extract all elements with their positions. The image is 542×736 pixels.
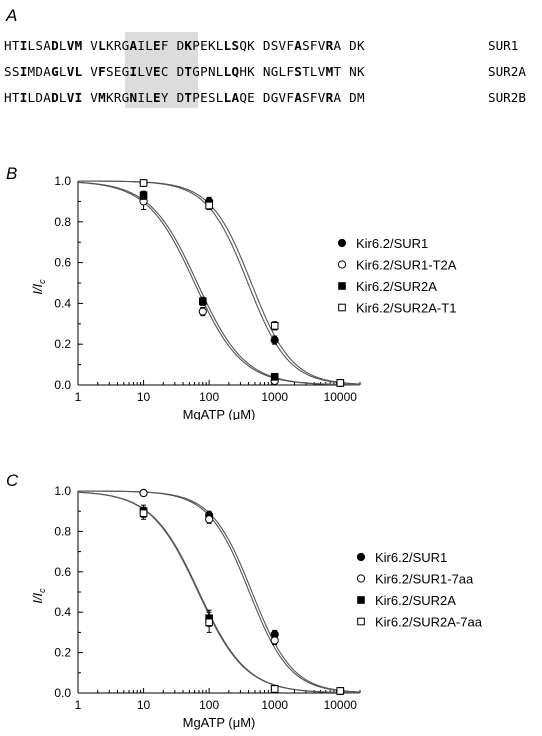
sequence-line-sur1: HTILSADLVM VLKRGAILEF DKPEKLLSQK DSVFASF… [4, 38, 365, 53]
fit-curve [77, 491, 361, 694]
fit-curve [77, 491, 361, 694]
legend-label: Kir6.2/SUR2A-T1 [356, 301, 456, 316]
fit-curve [78, 180, 361, 385]
data-point [205, 515, 214, 524]
data-point [270, 336, 279, 345]
y-tick-label: 0.8 [54, 215, 71, 229]
data-point [139, 179, 148, 187]
y-tick-label: 0.2 [54, 337, 71, 351]
conserved-region-highlight [125, 32, 198, 108]
fit-curve [78, 180, 361, 385]
legend-marker [357, 596, 365, 604]
y-axis-label: I/Ic [30, 279, 47, 295]
y-axis-label-subscript: c [37, 279, 47, 284]
panel-label-b: B [6, 164, 18, 183]
data-point [270, 373, 279, 381]
sequence-name-sur1: SUR1 [488, 38, 519, 53]
fit-curve [77, 181, 361, 386]
panel-label-a: A [6, 6, 18, 25]
data-point [205, 201, 213, 210]
data-point [139, 488, 148, 498]
data-point [139, 191, 148, 200]
chart-panel-c: 0.0 0.2 0.4 0.6 0.8 1.0 1 10 100 1000 10000 MgATP (… [30, 484, 483, 730]
panel-label-c: C [6, 471, 19, 490]
x-tick-label: 10 [137, 390, 151, 404]
data-point [270, 636, 279, 645]
chart-panel-b: 0.0 0.2 0.4 0.6 0.8 1.0 1 10 100 1000 10000 MgATP (… [30, 174, 457, 420]
x-tick-label: 10000 [324, 698, 358, 712]
fit-curve [77, 490, 361, 693]
y-axis-label: I/Ic [30, 588, 47, 604]
legend-label: Kir6.2/SUR1 [375, 550, 447, 565]
data-point [198, 297, 207, 306]
x-tick-label: 1000 [261, 698, 288, 712]
legend-label: Kir6.2/SUR1-7aa [375, 572, 474, 587]
y-tick-label: 0.4 [54, 296, 71, 310]
x-axis-label: MgATP (μM) [183, 715, 256, 730]
legend-marker [356, 574, 366, 583]
y-tick-label: 0.0 [54, 378, 71, 392]
x-tick-label: 1000 [261, 390, 288, 404]
legend-marker [337, 260, 347, 269]
y-tick-label: 0.6 [54, 565, 71, 579]
data-point [270, 685, 279, 693]
y-tick-label: 0.6 [54, 256, 71, 270]
data-point [205, 618, 213, 627]
data-point [270, 322, 279, 330]
sequence-alignment: HTILSADLVM VLKRGAILEF DKPEKLLSQK DSVFASF… [4, 32, 538, 114]
legend-label: Kir6.2/SUR1 [356, 236, 428, 251]
x-tick-label: 1 [75, 698, 82, 712]
legend-label: Kir6.2/SUR1-T2A [356, 258, 457, 273]
legend-marker [337, 238, 347, 248]
y-tick-label: 0.8 [54, 524, 71, 538]
sequence-line-sur2a: SSIMDAGLVL VFSEGILVEC DTGPNLLQHK NGLFSTL… [4, 64, 365, 79]
y-tick-label: 0.2 [54, 646, 71, 660]
x-tick-label: 10 [137, 698, 151, 712]
y-tick-label: 0.4 [54, 605, 71, 619]
data-point [139, 509, 148, 518]
y-axis-label-subscript: c [37, 588, 47, 593]
x-tick-label: 100 [199, 390, 219, 404]
legend-label: Kir6.2/SUR2A-7aa [375, 615, 483, 630]
sequence-line-sur2b: HTILDADLVI VMKRGNILEY DTPESLLAQE DGVFASF… [4, 90, 365, 105]
data-point [336, 687, 345, 695]
y-tick-label: 0.0 [54, 686, 71, 700]
data-point [198, 307, 207, 316]
legend-marker [338, 303, 346, 312]
data-point [336, 379, 345, 387]
legend-marker [357, 617, 365, 626]
sequence-name-sur2b: SUR2B [488, 90, 526, 105]
legend-marker [356, 552, 366, 562]
fit-curve [78, 490, 361, 693]
legend-label: Kir6.2/SUR2A [356, 279, 437, 294]
fit-curve [77, 181, 361, 386]
y-tick-label: 1.0 [54, 484, 71, 498]
y-tick-label: 1.0 [54, 174, 71, 188]
legend-marker [338, 282, 346, 290]
x-tick-label: 10000 [324, 390, 358, 404]
legend-label: Kir6.2/SUR2A [375, 593, 456, 608]
sequence-name-sur2a: SUR2A [488, 64, 526, 79]
x-tick-label: 1 [75, 390, 82, 404]
x-tick-label: 100 [199, 698, 219, 712]
x-axis-label: MgATP (μM) [183, 407, 256, 420]
